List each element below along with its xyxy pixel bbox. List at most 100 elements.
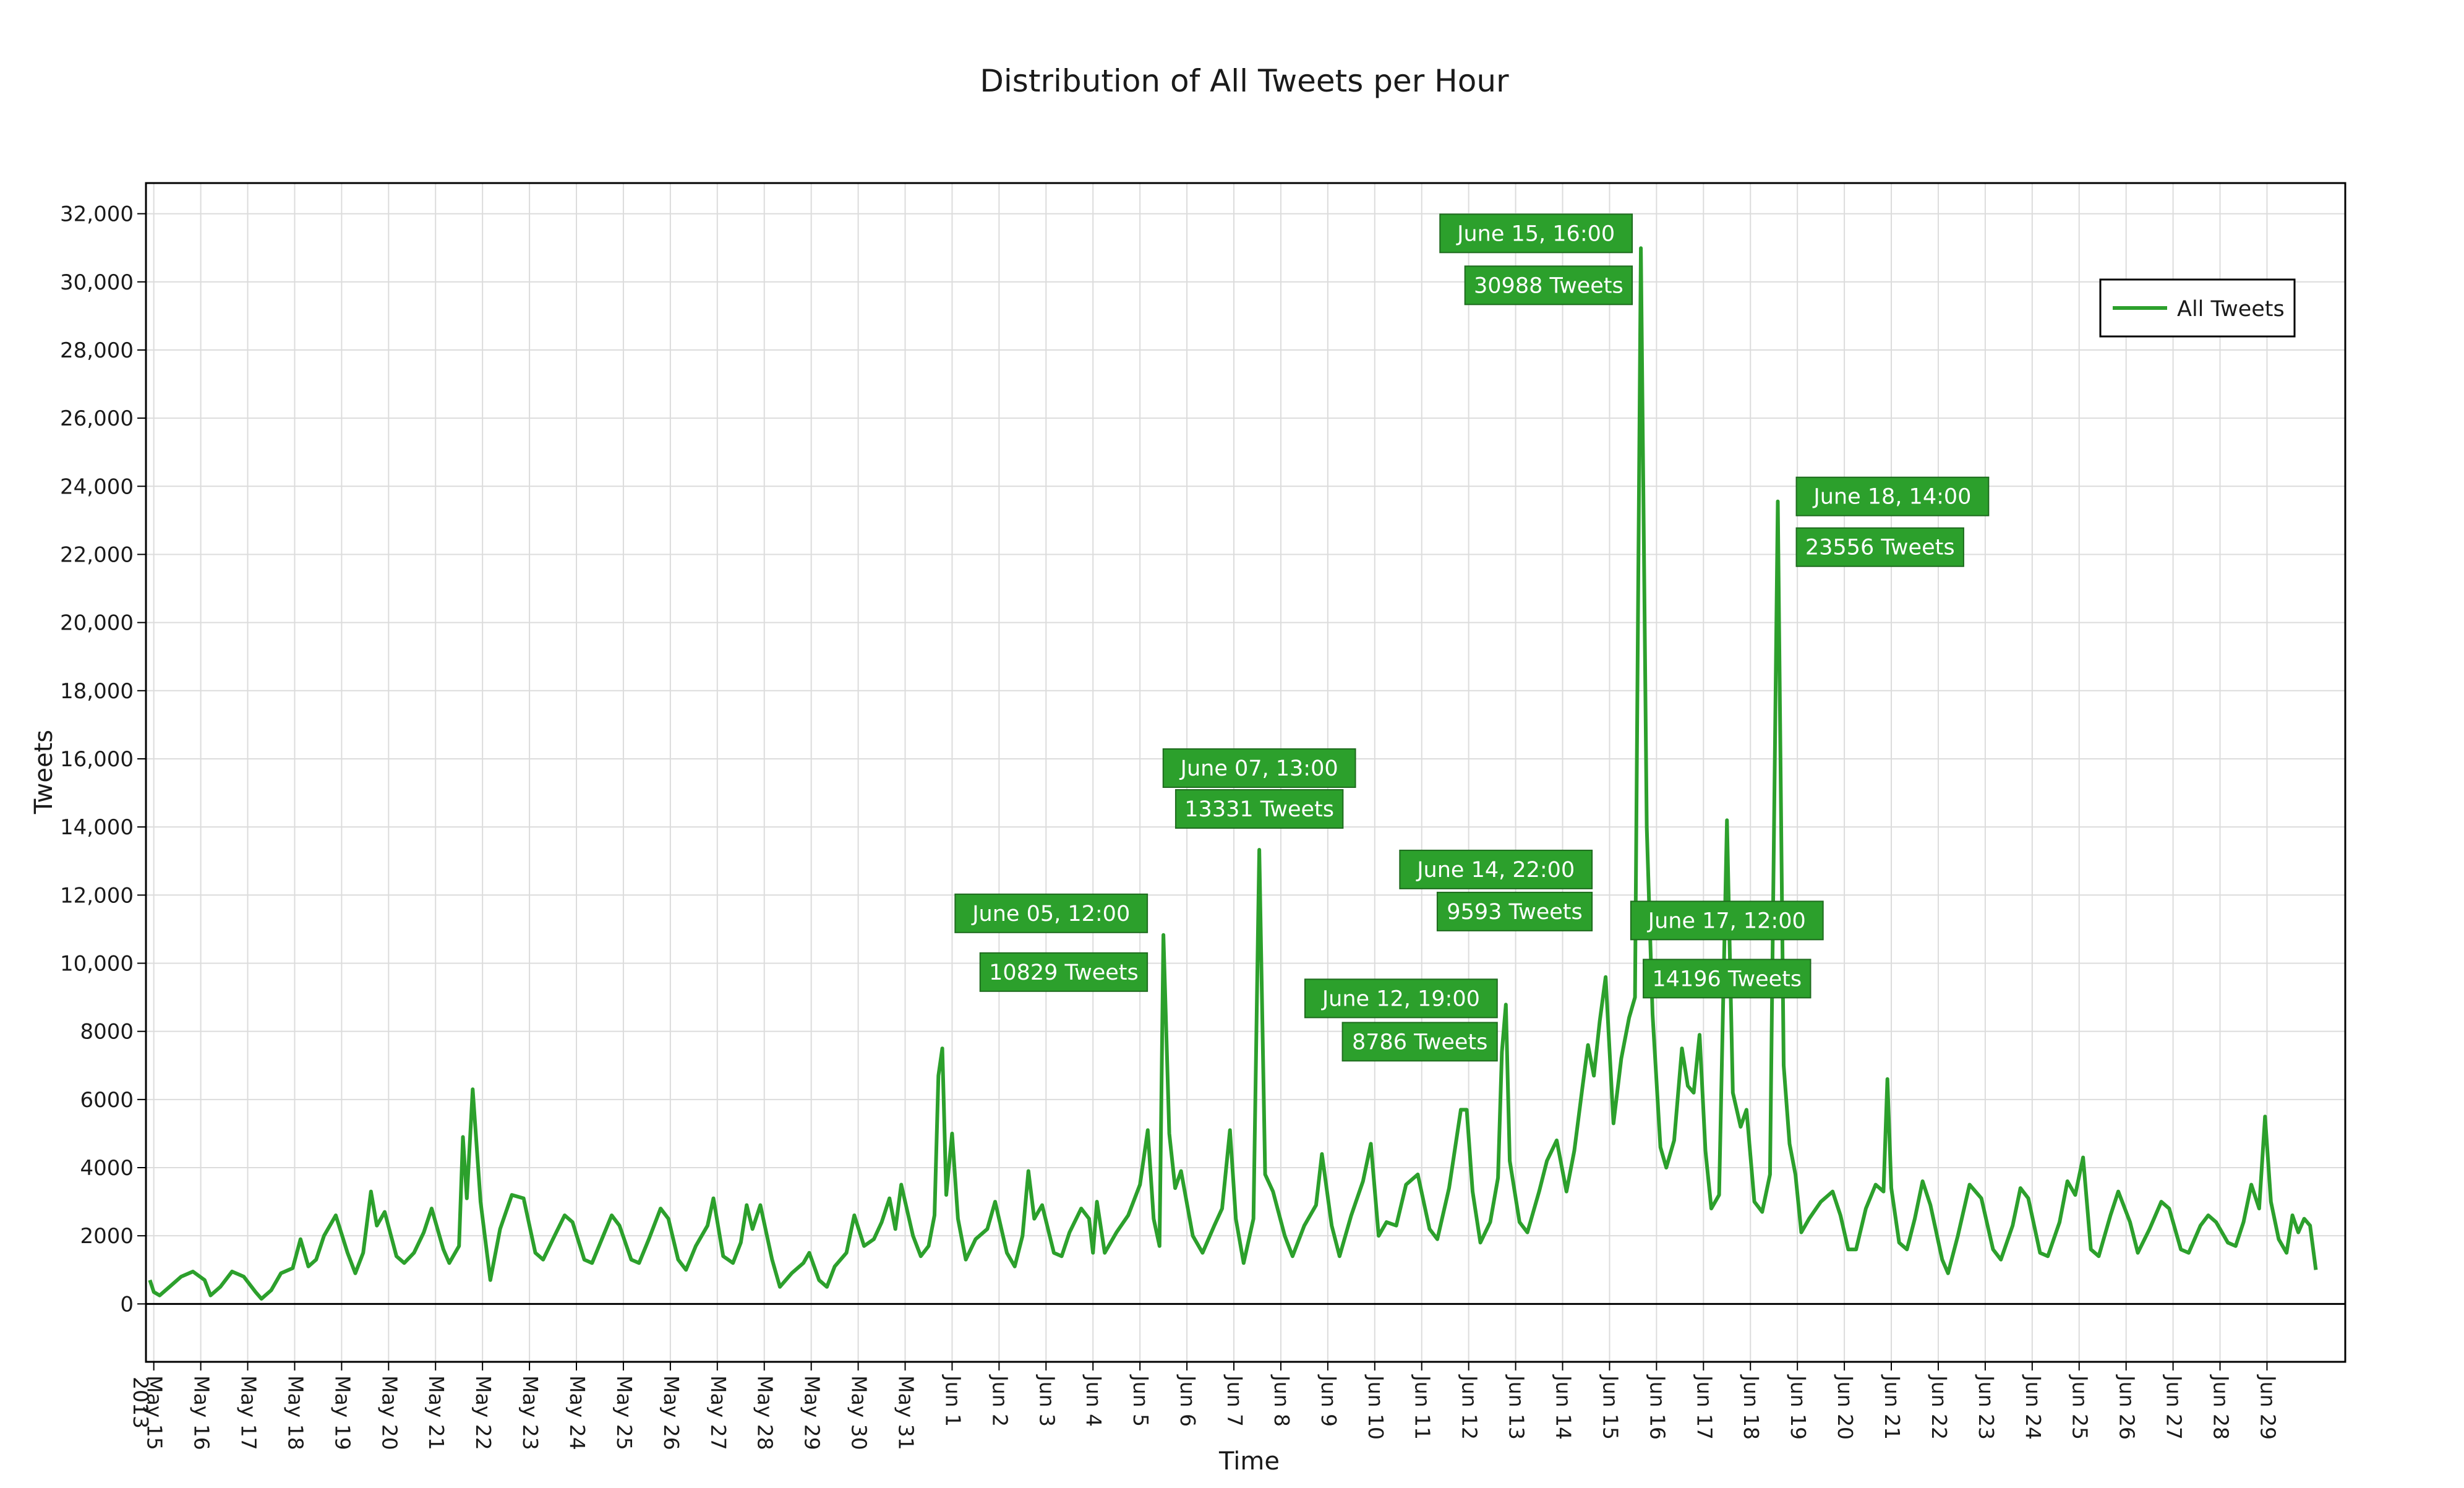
x-tick-label: Jun 3 [1035, 1374, 1059, 1427]
x-tick-label: Jun 29 [2256, 1374, 2280, 1440]
x-tick-label: May 19 [330, 1375, 354, 1450]
x-axis-title: Time [1218, 1447, 1280, 1476]
y-tick-label: 8000 [80, 1020, 134, 1045]
y-tick-label: 6000 [80, 1088, 134, 1113]
x-tick-label: May 17 [237, 1375, 261, 1450]
annotation-date-label-box [1795, 476, 1990, 516]
x-tick-label: Jun 20 [1833, 1374, 1857, 1440]
annotation-count-label: 14196 Tweets [1652, 967, 1802, 991]
x-tick-label: Jun 25 [2068, 1374, 2092, 1440]
x-tick-label: Jun 13 [1505, 1374, 1529, 1440]
x-tick-label: Jun 12 [1458, 1374, 1482, 1440]
annotation-date-label: June 18, 14:00 [1812, 485, 1971, 510]
annotation-date-label: June 14, 22:00 [1416, 858, 1575, 883]
x-tick-label: Jun 23 [1974, 1374, 1998, 1440]
annotation-date-label-box [1162, 748, 1356, 788]
x-axis: May 15 May 16 May 17 May 18 May 19 May 20 May … [143, 1362, 2280, 1450]
x-tick-label: Jun 10 [1364, 1374, 1388, 1440]
annotation-count-label-box [1341, 1022, 1498, 1062]
y-tick-label: 30,000 [60, 270, 134, 295]
annotation-date-label: June 17, 12:00 [1647, 909, 1806, 933]
annotation-date-label: June 05, 12:00 [971, 902, 1130, 926]
annotation-count-label: 9593 Tweets [1447, 900, 1582, 925]
y-tick-label: 26,000 [60, 406, 134, 431]
x-tick-label: May 30 [847, 1375, 871, 1450]
x-tick-label: May 29 [800, 1375, 824, 1450]
annotation-count-label: 13331 Tweets [1184, 797, 1334, 822]
x-tick-label: Jun 16 [1645, 1374, 1669, 1440]
annotation-count-label: 30988 Tweets [1474, 273, 1623, 298]
x-tick-label: May 16 [190, 1375, 214, 1450]
annotation-date-label-box [1439, 213, 1633, 254]
x-tick-label: Jun 9 [1317, 1374, 1341, 1427]
x-tick-label: May 27 [706, 1375, 730, 1450]
x-tick-label: Jun 24 [2021, 1374, 2045, 1440]
y-axis-title: Tweets [30, 730, 58, 815]
x-tick-label: Jun 26 [2115, 1374, 2139, 1440]
legend: All Tweets [2099, 278, 2296, 338]
x-tick-label: Jun 8 [1270, 1374, 1294, 1427]
x-tick-label: May 26 [659, 1375, 683, 1450]
x-tick-label: Jun 5 [1129, 1374, 1153, 1427]
x-tick-label: May 23 [518, 1375, 542, 1450]
y-tick-label: 0 [120, 1292, 134, 1317]
annotation-date-label-box [954, 893, 1149, 933]
y-tick-label: 18,000 [60, 679, 134, 704]
series-line-all-tweets [148, 246, 2318, 1301]
annotation-count-label-box [1436, 891, 1593, 931]
x-tick-label: Jun 17 [1692, 1374, 1716, 1440]
annotation-count-label-box [1795, 527, 1964, 567]
annotation-count-label: 10829 Tweets [989, 960, 1139, 985]
y-tick-label: 12,000 [60, 883, 134, 908]
x-tick-label: Jun 4 [1082, 1374, 1106, 1427]
y-tick-label: 10,000 [60, 951, 134, 976]
y-tick-label: 14,000 [60, 815, 134, 840]
x-tick-label: Jun 2 [988, 1374, 1012, 1427]
annotation-count-label-box [979, 952, 1149, 992]
x-tick-label: Jun 15 [1598, 1374, 1622, 1440]
x-tick-label: May 24 [565, 1375, 589, 1450]
x-tick-label: Jun 28 [2209, 1374, 2233, 1440]
x-tick-label: May 15 [143, 1375, 167, 1450]
x-tick-label: May 20 [377, 1375, 401, 1450]
x-tick-label: May 28 [753, 1375, 777, 1450]
x-tick-label: Jun 7 [1223, 1374, 1247, 1427]
y-tick-label: 4000 [80, 1156, 134, 1181]
x-tick-label: Jun 21 [1880, 1374, 1904, 1440]
annotation-date-label-box [1630, 900, 1824, 941]
y-gridlines [146, 213, 2345, 1305]
y-tick-label: 28,000 [60, 338, 134, 363]
year-label: 2013 [129, 1377, 153, 1429]
chart-title: Distribution of All Tweets per Hour [980, 63, 1509, 99]
x-tick-label: May 18 [283, 1375, 307, 1450]
x-tick-label: May 21 [424, 1375, 448, 1450]
annotation-count-label: 23556 Tweets [1805, 536, 1955, 560]
y-tick-label: 16,000 [60, 747, 134, 772]
x-tick-label: Jun 19 [1786, 1374, 1810, 1440]
annotation-date-label: June 07, 13:00 [1179, 756, 1338, 781]
x-tick-label: Jun 27 [2162, 1374, 2186, 1440]
annotation-count-label-box [1464, 265, 1633, 306]
x-tick-label: Jun 14 [1552, 1374, 1576, 1440]
x-tick-label: Jun 11 [1411, 1374, 1435, 1440]
x-tick-label: Jun 18 [1739, 1374, 1763, 1440]
y-axis: 0 2000 4000 6000 8000 10,000 12,000 14,000 16,00… [60, 202, 146, 1317]
x-gridlines [153, 183, 2268, 1362]
peak-annotations: June 05, 12:00 10829 Tweets June 07, 13:00… [954, 213, 1990, 1062]
annotation-date-label: June 12, 19:00 [1321, 986, 1480, 1011]
y-tick-label: 32,000 [60, 202, 134, 227]
annotation-count-label: 8786 Tweets [1352, 1030, 1487, 1054]
annotation-date-label: June 15, 16:00 [1456, 221, 1615, 246]
x-tick-label: May 31 [894, 1375, 918, 1450]
annotation-date-label-box [1304, 978, 1498, 1019]
legend-label-all-tweets: All Tweets [2177, 297, 2285, 322]
annotation-date-label-box [1399, 849, 1593, 889]
y-tick-label: 24,000 [60, 474, 134, 499]
x-tick-label: Jun 1 [941, 1374, 965, 1427]
x-tick-label: May 22 [471, 1375, 495, 1450]
annotation-count-label-box [1174, 789, 1344, 829]
plot-border [145, 182, 2346, 1363]
annotation-count-label-box [1643, 959, 1812, 999]
x-tick-label: May 25 [612, 1375, 636, 1450]
